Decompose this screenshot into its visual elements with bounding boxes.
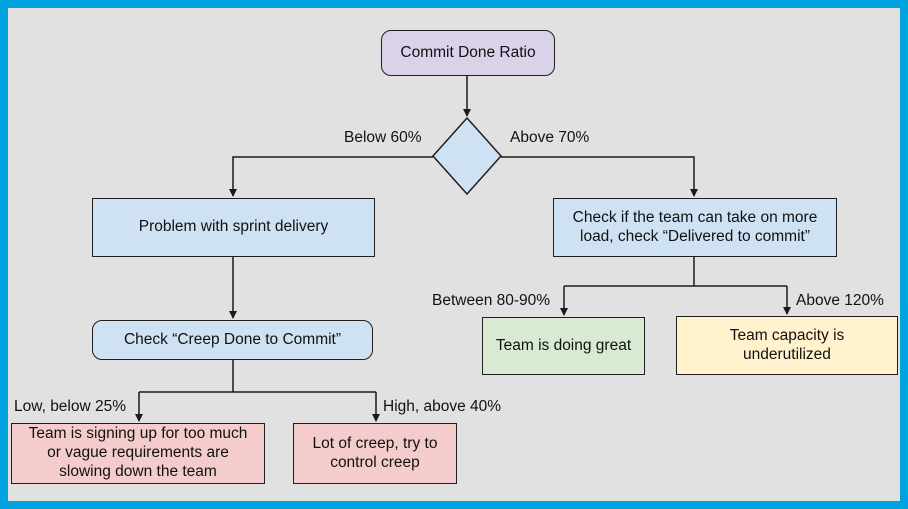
edge-label-low-below-25: Low, below 25%	[14, 398, 127, 415]
decision-diamond	[431, 116, 503, 196]
node-lot-of-creep: Lot of creep, try to control creep	[293, 423, 457, 484]
node-team-doing-great: Team is doing great	[482, 317, 645, 375]
connector-decision-to-check-load	[501, 156, 698, 197]
node-signing-up-too-much: Team is signing up for too much or vague…	[11, 423, 265, 484]
node-commit-done-ratio: Commit Done Ratio	[381, 30, 555, 76]
edge-label-between-80-90: Between 80-90%	[432, 292, 551, 309]
edge-label-high-above-40: High, above 40%	[383, 398, 502, 415]
node-problem-sprint-delivery: Problem with sprint delivery	[92, 198, 375, 257]
node-check-creep-done-to-commit: Check “Creep Done to Commit”	[92, 320, 373, 360]
node-check-team-take-more-load: Check if the team can take on more load,…	[553, 198, 837, 257]
connector-decision-to-problem	[229, 156, 433, 197]
edge-label-below-60: Below 60%	[344, 129, 422, 146]
node-team-capacity-underutilized: Team capacity is underutilized	[676, 316, 898, 375]
edge-label-above-120: Above 120%	[796, 292, 884, 309]
edge-label-above-70: Above 70%	[510, 129, 590, 146]
